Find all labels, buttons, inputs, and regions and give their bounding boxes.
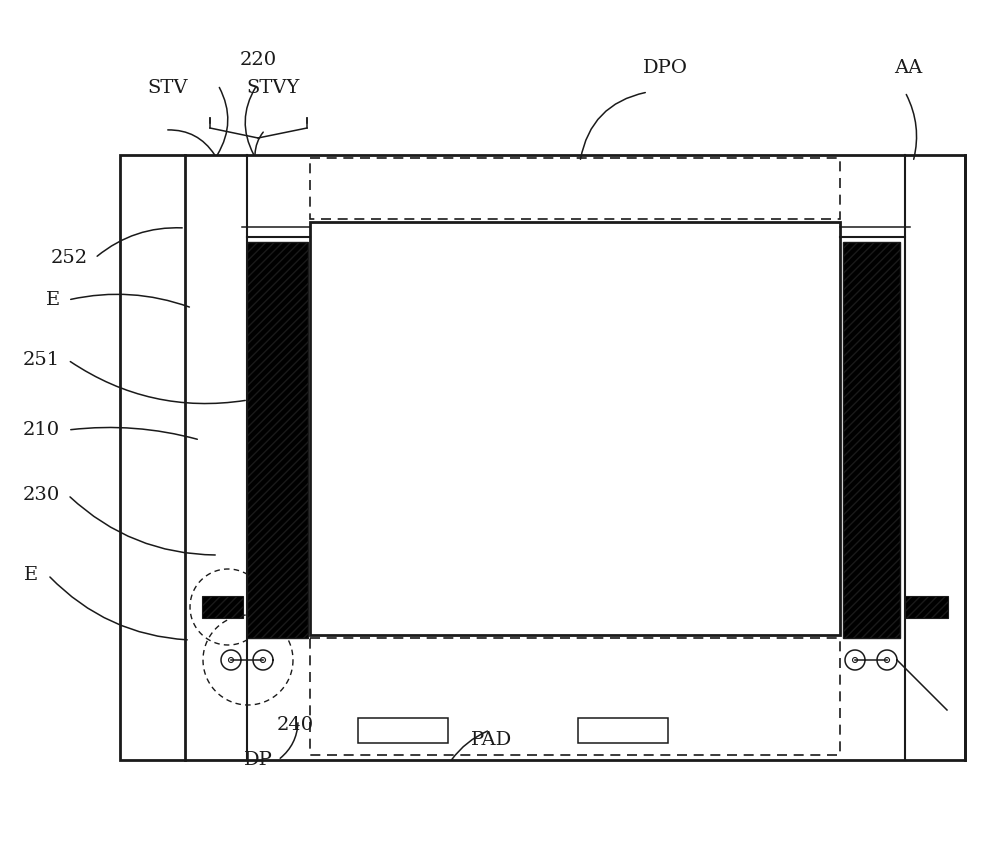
Bar	[247, 242, 308, 638]
Bar	[310, 158, 840, 219]
Text: 251: 251	[23, 351, 60, 369]
Text: 220: 220	[239, 51, 277, 69]
Text: STV: STV	[148, 79, 188, 97]
Bar	[905, 596, 948, 618]
Text: E: E	[24, 566, 38, 584]
Bar	[843, 242, 900, 638]
Text: 230: 230	[23, 486, 60, 504]
Bar	[202, 596, 243, 618]
Bar	[578, 718, 668, 743]
Text: PAD: PAD	[471, 731, 513, 749]
Bar	[120, 155, 965, 760]
Text: DP: DP	[244, 751, 272, 769]
Text: 252: 252	[51, 249, 88, 267]
Text: 210: 210	[23, 421, 60, 439]
Text: 240: 240	[276, 716, 314, 734]
Text: STVY: STVY	[246, 79, 300, 97]
Text: DPO: DPO	[642, 59, 688, 77]
Bar	[310, 638, 840, 755]
Text: AA: AA	[894, 59, 922, 77]
Bar	[310, 222, 840, 635]
Text: E: E	[46, 291, 60, 309]
Bar	[358, 718, 448, 743]
